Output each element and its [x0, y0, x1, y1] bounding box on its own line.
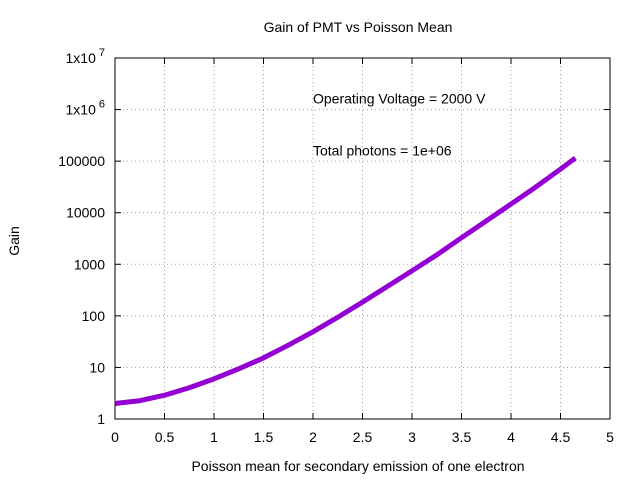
series-layer — [114, 156, 577, 406]
x-tick-label: 3 — [408, 429, 416, 445]
x-tick-label: 2.5 — [353, 429, 373, 445]
y-tick-label: 100000 — [58, 153, 105, 169]
y-tick-label: 10 — [89, 359, 105, 375]
grid-lines — [115, 58, 610, 419]
gain-series-line — [114, 156, 577, 406]
chart-title: Gain of PMT vs Poisson Mean — [264, 19, 453, 35]
y-tick-label-base: 1x10 — [66, 50, 97, 66]
x-tick-label: 1.5 — [254, 429, 274, 445]
axis-ticks: 0 0.5 1 1.5 2 2.5 3 3.5 4 4.5 5 1 10 100 1000 10000 1000… — [58, 47, 614, 445]
y-tick-label: 1000 — [74, 256, 105, 272]
x-tick-label: 0.5 — [155, 429, 175, 445]
annotation-text: Operating Voltage = 2000 V — [313, 91, 486, 107]
y-tick-label: 100 — [82, 308, 106, 324]
y-axis-label: Gain — [6, 226, 22, 256]
x-tick-label: 0 — [111, 429, 119, 445]
x-tick-label: 2 — [309, 429, 317, 445]
y-tick-label: 1x10 7 — [66, 47, 105, 66]
x-tick-label: 3.5 — [452, 429, 472, 445]
y-tick-label: 10000 — [66, 205, 105, 221]
annotation-text: Total photons = 1e+06 — [313, 142, 452, 158]
y-tick-label-exponent: 7 — [99, 47, 105, 59]
x-tick-label: 4.5 — [551, 429, 571, 445]
x-tick-label: 1 — [210, 429, 218, 445]
y-tick-label-base: 1x10 — [66, 102, 97, 118]
x-tick-label: 4 — [507, 429, 515, 445]
y-tick-label: 1x10 6 — [66, 99, 105, 118]
x-tick-label: 5 — [606, 429, 614, 445]
y-tick-label: 1 — [97, 411, 105, 427]
annotation-layer: Operating Voltage = 2000 V Total photons … — [313, 91, 486, 159]
y-tick-label-exponent: 6 — [99, 99, 105, 111]
x-axis-label: Poisson mean for secondary emission of o… — [191, 458, 524, 474]
